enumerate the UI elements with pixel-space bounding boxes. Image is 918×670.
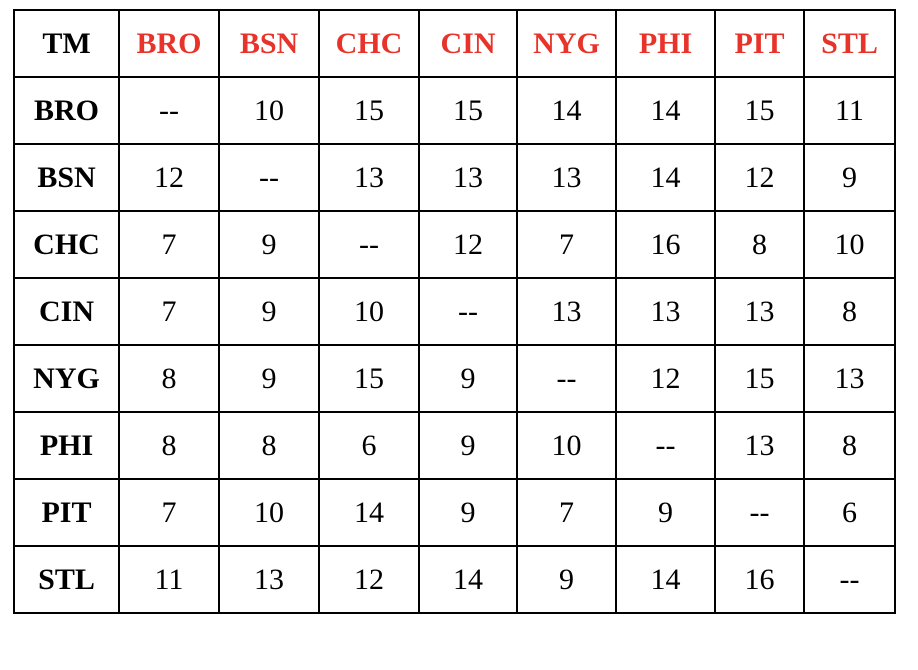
table-row: PIT 7 10 14 9 7 9 -- 6 — [13, 478, 896, 547]
table-cell: 8 — [118, 344, 220, 413]
table-cell: 9 — [418, 344, 518, 413]
row-header: PHI — [13, 411, 120, 480]
table-cell: 10 — [218, 76, 320, 145]
table-cell: 12 — [714, 143, 805, 212]
table-cell: 13 — [418, 143, 518, 212]
corner-header: TM — [13, 9, 120, 78]
table-cell: 14 — [318, 478, 420, 547]
table-cell: 10 — [803, 210, 896, 279]
table-row: STL 11 13 12 14 9 14 16 -- — [13, 545, 896, 614]
table-cell: 15 — [714, 76, 805, 145]
head-to-head-table: TM BRO BSN CHC CIN NYG PHI PIT STL BRO -… — [13, 9, 896, 614]
table-cell: 13 — [615, 277, 716, 346]
table-cell: 13 — [516, 143, 617, 212]
table-cell: 12 — [615, 344, 716, 413]
table-cell: 9 — [803, 143, 896, 212]
table-cell: 13 — [803, 344, 896, 413]
table-cell: -- — [418, 277, 518, 346]
table-cell: 9 — [418, 478, 518, 547]
table-cell: 9 — [418, 411, 518, 480]
table-cell: 12 — [418, 210, 518, 279]
row-header: NYG — [13, 344, 120, 413]
table-cell: -- — [516, 344, 617, 413]
table-cell: 16 — [714, 545, 805, 614]
table-row: PHI 8 8 6 9 10 -- 13 8 — [13, 411, 896, 480]
table-cell: -- — [218, 143, 320, 212]
table-cell: 14 — [418, 545, 518, 614]
table-cell: 9 — [218, 344, 320, 413]
table-cell: 10 — [218, 478, 320, 547]
table-row: BSN 12 -- 13 13 13 14 12 9 — [13, 143, 896, 212]
row-header: CIN — [13, 277, 120, 346]
table-cell: 9 — [516, 545, 617, 614]
table-row: CHC 7 9 -- 12 7 16 8 10 — [13, 210, 896, 279]
table-cell: 9 — [615, 478, 716, 547]
table-cell: 8 — [803, 411, 896, 480]
table-cell: 7 — [118, 210, 220, 279]
table-cell: 7 — [516, 210, 617, 279]
table-cell: 8 — [118, 411, 220, 480]
table-cell: 9 — [218, 210, 320, 279]
table-cell: -- — [803, 545, 896, 614]
column-header: PHI — [615, 9, 716, 78]
table-cell: 16 — [615, 210, 716, 279]
table-cell: 9 — [218, 277, 320, 346]
row-header: CHC — [13, 210, 120, 279]
table-cell: 7 — [118, 478, 220, 547]
table-cell: 10 — [318, 277, 420, 346]
table-cell: -- — [615, 411, 716, 480]
table-cell: 7 — [516, 478, 617, 547]
table-cell: 14 — [615, 76, 716, 145]
table-cell: -- — [118, 76, 220, 145]
table-cell: 6 — [318, 411, 420, 480]
table-cell: 6 — [803, 478, 896, 547]
table-cell: 12 — [118, 143, 220, 212]
table-row: NYG 8 9 15 9 -- 12 15 13 — [13, 344, 896, 413]
table-cell: 14 — [615, 545, 716, 614]
table-cell: 15 — [418, 76, 518, 145]
table-cell: 8 — [218, 411, 320, 480]
table-cell: 15 — [714, 344, 805, 413]
row-header: BSN — [13, 143, 120, 212]
header-row: TM BRO BSN CHC CIN NYG PHI PIT STL — [13, 9, 896, 78]
table-cell: 8 — [714, 210, 805, 279]
table-cell: 13 — [714, 411, 805, 480]
table-cell: 13 — [218, 545, 320, 614]
table-cell: 7 — [118, 277, 220, 346]
column-header: PIT — [714, 9, 805, 78]
table-cell: 13 — [714, 277, 805, 346]
table-cell: -- — [714, 478, 805, 547]
table-cell: 14 — [516, 76, 617, 145]
table-cell: 10 — [516, 411, 617, 480]
table-cell: 13 — [516, 277, 617, 346]
table-cell: 15 — [318, 344, 420, 413]
row-header: STL — [13, 545, 120, 614]
table-cell: 13 — [318, 143, 420, 212]
column-header: NYG — [516, 9, 617, 78]
row-header: PIT — [13, 478, 120, 547]
table-cell: 15 — [318, 76, 420, 145]
table-cell: 8 — [803, 277, 896, 346]
row-header: BRO — [13, 76, 120, 145]
table-cell: 14 — [615, 143, 716, 212]
column-header: STL — [803, 9, 896, 78]
column-header: BRO — [118, 9, 220, 78]
column-header: BSN — [218, 9, 320, 78]
table-cell: -- — [318, 210, 420, 279]
column-header: CIN — [418, 9, 518, 78]
table-row: CIN 7 9 10 -- 13 13 13 8 — [13, 277, 896, 346]
table-row: BRO -- 10 15 15 14 14 15 11 — [13, 76, 896, 145]
table-cell: 11 — [118, 545, 220, 614]
column-header: CHC — [318, 9, 420, 78]
table-cell: 11 — [803, 76, 896, 145]
table-cell: 12 — [318, 545, 420, 614]
